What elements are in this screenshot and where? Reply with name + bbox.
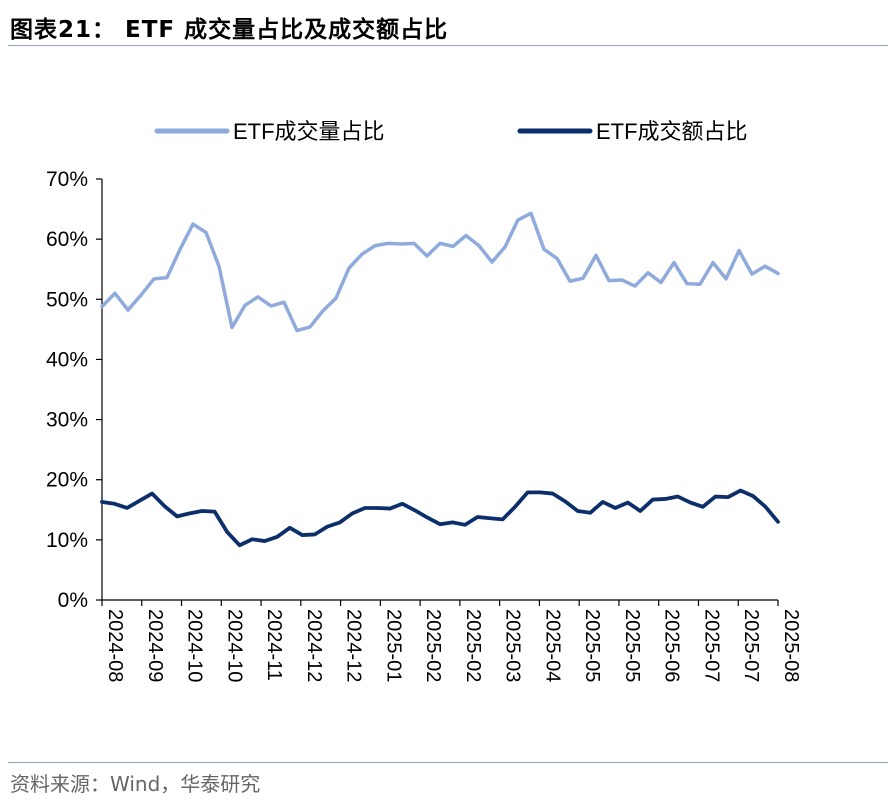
x-tick-label: 2025-02 bbox=[462, 609, 484, 682]
y-tick-label: 30% bbox=[46, 409, 88, 432]
x-tick-label: 2024-10 bbox=[184, 609, 206, 682]
x-tick-label: 2025-07 bbox=[700, 609, 722, 682]
series-line-volume bbox=[100, 211, 780, 333]
y-tick-label: 10% bbox=[46, 529, 88, 552]
chart-series bbox=[100, 211, 780, 548]
x-tick-label: 2024-12 bbox=[343, 609, 365, 682]
x-tick-label: 2025-04 bbox=[541, 609, 563, 682]
x-tick-label: 2025-07 bbox=[740, 609, 762, 682]
footer-divider bbox=[8, 762, 888, 763]
legend-label-amount: ETF成交额占比 bbox=[596, 119, 748, 144]
x-tick-label: 2025-01 bbox=[382, 609, 404, 682]
x-tick-label: 2024-12 bbox=[303, 609, 325, 682]
y-tick-label: 50% bbox=[46, 288, 88, 311]
y-tick-label: 70% bbox=[46, 168, 88, 191]
figure-header: 图表21： ETF 成交量占比及成交额占比 bbox=[8, 4, 888, 46]
x-tick-label: 2025-08 bbox=[780, 609, 802, 682]
y-tick-label: 20% bbox=[46, 469, 88, 492]
legend-label-volume: ETF成交量占比 bbox=[233, 119, 385, 144]
chart-axes: 0% 10% 20% 30% 40% 50% 60% 70% 2024-08 2024-09 202… bbox=[46, 168, 802, 682]
y-tick-label: 60% bbox=[46, 228, 88, 251]
x-tick-label: 2024-08 bbox=[104, 609, 126, 682]
x-tick-label: 2024-09 bbox=[144, 609, 166, 682]
y-tick-label: 0% bbox=[58, 589, 88, 612]
series-line-amount bbox=[100, 488, 780, 548]
figure-title: 图表21： ETF 成交量占比及成交额占比 bbox=[10, 17, 449, 43]
chart-legend: ETF成交量占比 ETF成交额占比 bbox=[154, 119, 748, 144]
x-tick-label: 2025-05 bbox=[621, 609, 643, 682]
x-tick-label: 2025-06 bbox=[661, 609, 683, 682]
header-divider bbox=[8, 45, 888, 46]
x-tick-label: 2025-05 bbox=[581, 609, 603, 682]
x-tick-label: 2024-10 bbox=[223, 609, 245, 682]
x-tick-label: 2025-03 bbox=[502, 609, 524, 682]
y-tick-label: 40% bbox=[46, 348, 88, 371]
x-tick-label: 2025-02 bbox=[422, 609, 444, 682]
x-tick-label: 2024-11 bbox=[263, 609, 285, 681]
source-note: 资料来源：Wind，华泰研究 bbox=[10, 772, 261, 796]
